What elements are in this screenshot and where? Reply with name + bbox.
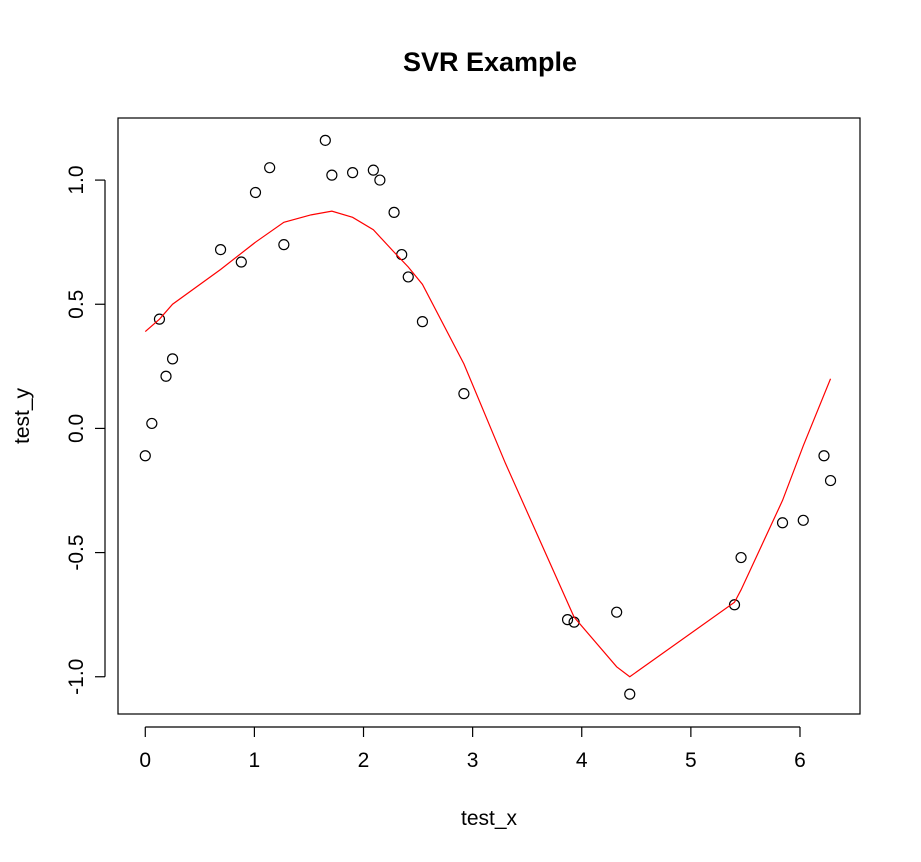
data-point <box>818 450 830 462</box>
x-tick-label: 0 <box>139 749 151 772</box>
data-point <box>367 164 379 176</box>
y-tick-label: 0.0 <box>65 414 88 443</box>
data-point <box>214 244 227 256</box>
data-point <box>561 614 574 626</box>
x-tick-label: 1 <box>249 749 261 772</box>
data-point <box>374 174 386 186</box>
data-point <box>264 162 276 174</box>
fit-line <box>144 210 832 678</box>
x-axis: 0 1 2 3 4 5 6 <box>139 726 806 772</box>
y-axis: -1.0 -0.5 0.0 0.5 1.0 <box>65 165 106 695</box>
data-point <box>249 186 262 199</box>
x-tick-label: 2 <box>358 749 370 772</box>
data-point <box>319 134 331 146</box>
data-point <box>326 169 338 181</box>
y-axis-label: test_y <box>11 387 34 444</box>
data-point <box>388 206 400 218</box>
data-point <box>458 388 470 400</box>
plot-area-frame <box>117 117 861 715</box>
x-tick-label: 4 <box>576 749 588 772</box>
data-point <box>278 239 290 251</box>
data-point <box>402 271 414 283</box>
data-point <box>797 514 809 526</box>
data-point <box>611 606 623 618</box>
data-point <box>735 551 747 564</box>
data-point <box>166 353 179 365</box>
data-point <box>396 248 408 261</box>
x-tick-label: 6 <box>794 749 806 772</box>
data-point <box>416 316 429 328</box>
data-point <box>146 417 158 430</box>
data-point <box>235 256 247 268</box>
data-point <box>139 450 151 462</box>
data-point <box>624 688 636 700</box>
data-point <box>153 313 166 325</box>
data-point <box>160 370 172 382</box>
data-point <box>728 599 741 611</box>
chart-marks <box>139 134 837 700</box>
y-tick-label: 1.0 <box>65 165 88 194</box>
x-axis-label: test_x <box>461 807 518 830</box>
data-point <box>776 517 789 529</box>
y-tick-label: -1.0 <box>65 659 88 695</box>
chart-title: SVR Example <box>403 47 577 77</box>
x-tick-label: 3 <box>467 749 479 772</box>
y-tick-label: -0.5 <box>65 534 88 570</box>
y-tick-label: 0.5 <box>65 290 88 319</box>
data-point <box>347 167 359 179</box>
data-point <box>824 474 837 487</box>
x-tick-label: 5 <box>685 749 697 772</box>
